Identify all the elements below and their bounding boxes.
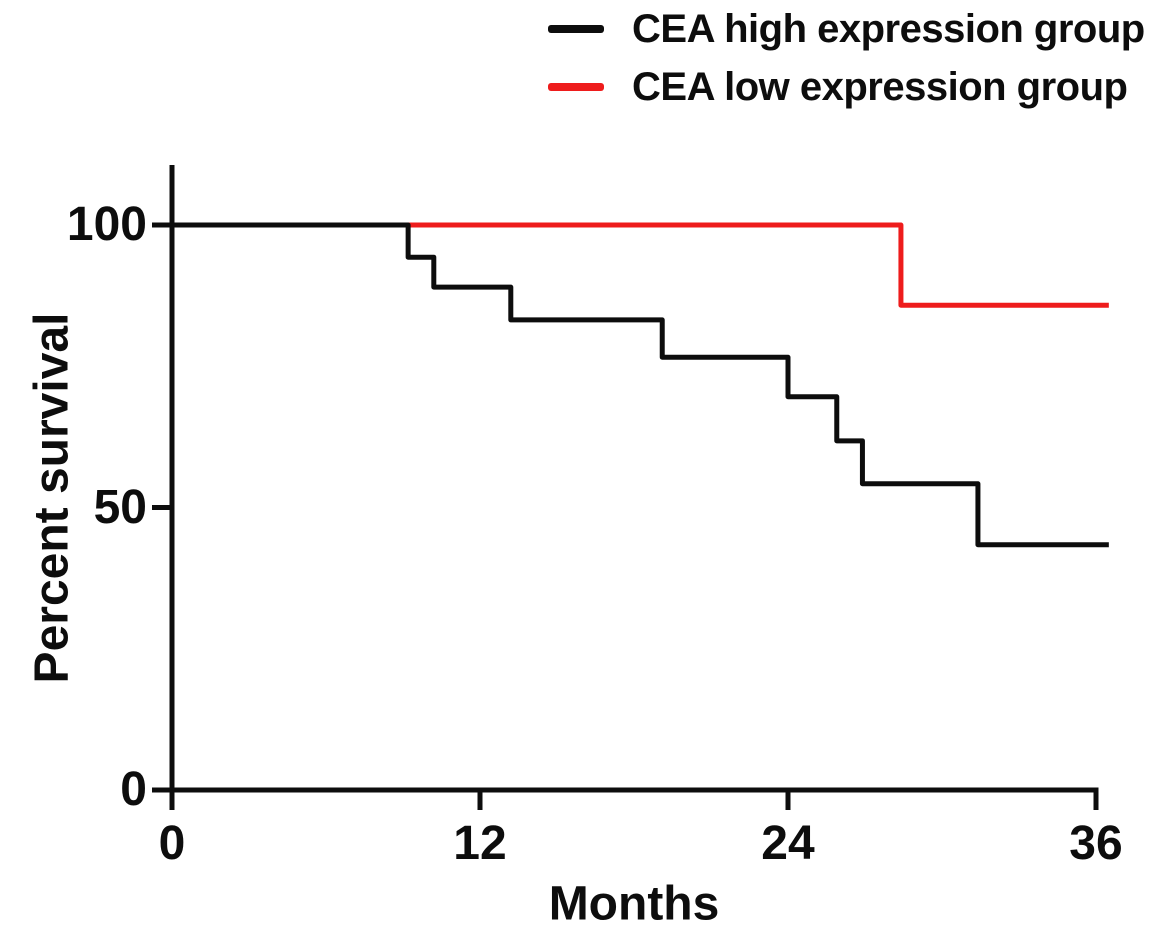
y-tick-label: 50 — [93, 480, 147, 534]
legend-label: CEA high expression group — [632, 6, 1145, 51]
low-expression-line-swatch — [548, 83, 604, 91]
y-tick-label: 0 — [120, 763, 147, 816]
survival-curve-low — [408, 222, 1109, 308]
legend: CEA high expression group CEA low expres… — [548, 6, 1145, 110]
survival-curve-high — [172, 222, 1109, 548]
y-tick-label: 100 — [66, 198, 147, 251]
x-axis-title: Months — [548, 877, 720, 931]
legend-label: CEA low expression group — [632, 64, 1128, 109]
x-tick-label: 24 — [761, 817, 815, 870]
x-tick-label: 0 — [158, 817, 186, 870]
legend-item-low-expression: CEA low expression group — [548, 64, 1145, 110]
legend-item-high-expression: CEA high expression group — [548, 6, 1145, 52]
x-tick-label: 12 — [453, 817, 507, 870]
high-expression-line-swatch — [548, 25, 604, 33]
x-tick-label: 36 — [1069, 817, 1123, 870]
